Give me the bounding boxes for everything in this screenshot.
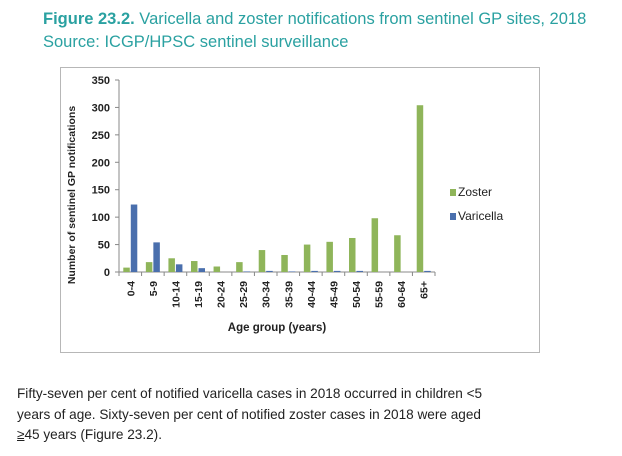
bar-zoster-40-44 (303, 244, 311, 272)
bar-varicella-15-19 (198, 268, 205, 272)
bar-zoster-15-19 (191, 261, 198, 272)
x-tick-label: 45-49 (328, 281, 340, 308)
bar-zoster-20-24 (213, 266, 221, 272)
bar-zoster-35-39 (281, 254, 288, 272)
x-tick-label: 0-4 (125, 281, 137, 296)
x-axis-title: Age group (years) (228, 322, 327, 334)
body-line-1: Fifty-seven per cent of notified varicel… (17, 386, 483, 401)
legend-swatch-zoster (450, 189, 456, 196)
figure-heading: Figure 23.2. Varicella and zoster notifi… (43, 8, 618, 54)
body-line-2: years of age. Sixty-seven per cent of no… (17, 406, 481, 422)
y-tick-label: 100 (92, 212, 110, 224)
body-line-3-rest: 45 years (Figure 23.2). (24, 427, 162, 442)
figure-label: Figure 23.2. (43, 10, 135, 28)
x-tick-label: 15-19 (193, 281, 205, 308)
body-line-3: ≥45 years (Figure 23.2). (17, 425, 617, 446)
bar-varicella-35-39 (288, 271, 296, 272)
figure-source: Source: ICGP/HPSC sentinel surveillance (43, 33, 349, 51)
x-tick-label: 10-14 (170, 281, 182, 308)
bar-varicella-40-44 (311, 270, 318, 272)
bar-zoster-65+ (416, 105, 424, 272)
x-tick-label: 25-29 (238, 281, 250, 308)
bar-zoster-30-34 (258, 250, 266, 272)
legend-label-zoster: Zoster (458, 185, 492, 199)
bar-zoster-10-14 (168, 258, 175, 272)
bar-chart: 0 50 100 150 200 250 300 350 0-4 5-9 10-14 15-19 20-… (66, 75, 503, 334)
bar-zoster-5-9 (145, 262, 153, 272)
bar-zoster-50-54 (349, 237, 356, 272)
y-tick-label: 0 (104, 267, 110, 279)
bar-zoster-45-49 (326, 241, 333, 272)
bar-varicella-10-14 (175, 264, 183, 272)
ge-symbol: ≥ (17, 427, 25, 442)
y-tick-label: 200 (92, 157, 110, 169)
x-tick-label: 60-64 (396, 281, 408, 308)
bar-varicella-0-4 (130, 204, 138, 272)
y-tick-label: 300 (92, 102, 110, 114)
x-tick-label: 50-54 (351, 281, 363, 308)
y-tick-label: 350 (92, 75, 110, 87)
y-tick-label: 250 (92, 130, 110, 142)
bar-zoster-0-4 (123, 267, 130, 272)
y-axis-title: Number of sentinel GP notifications (66, 106, 78, 284)
bar-varicella-30-34 (266, 270, 273, 272)
bar-varicella-25-29 (243, 271, 251, 272)
legend-swatch-varicella (450, 213, 456, 220)
x-tick-label: 30-34 (261, 281, 273, 308)
y-tick-label: 50 (98, 240, 110, 252)
bar-zoster-25-29 (236, 262, 243, 272)
y-tick-label: 150 (92, 185, 110, 197)
figure-title: Varicella and zoster notifications from … (139, 10, 587, 28)
x-tick-label: 65+ (419, 281, 431, 299)
body-paragraph: Fifty-seven per cent of notified varicel… (17, 384, 617, 446)
x-tick-label: 20-24 (216, 281, 228, 308)
bar-varicella-65+ (424, 270, 431, 272)
bar-varicella-5-9 (153, 242, 160, 272)
bar-zoster-55-59 (371, 218, 379, 272)
x-tick-label: 40-44 (306, 281, 318, 308)
x-tick-label: 5-9 (148, 281, 160, 296)
x-tick-label: 35-39 (283, 281, 295, 308)
figure-title-line: Figure 23.2. Varicella and zoster notifi… (43, 8, 618, 31)
legend-label-varicella: Varicella (458, 209, 503, 223)
x-tick-label: 55-59 (374, 281, 386, 308)
bar-varicella-45-49 (333, 270, 341, 272)
chart-frame (60, 67, 540, 353)
bar-zoster-60-64 (394, 235, 401, 272)
bar-varicella-50-54 (356, 270, 363, 272)
